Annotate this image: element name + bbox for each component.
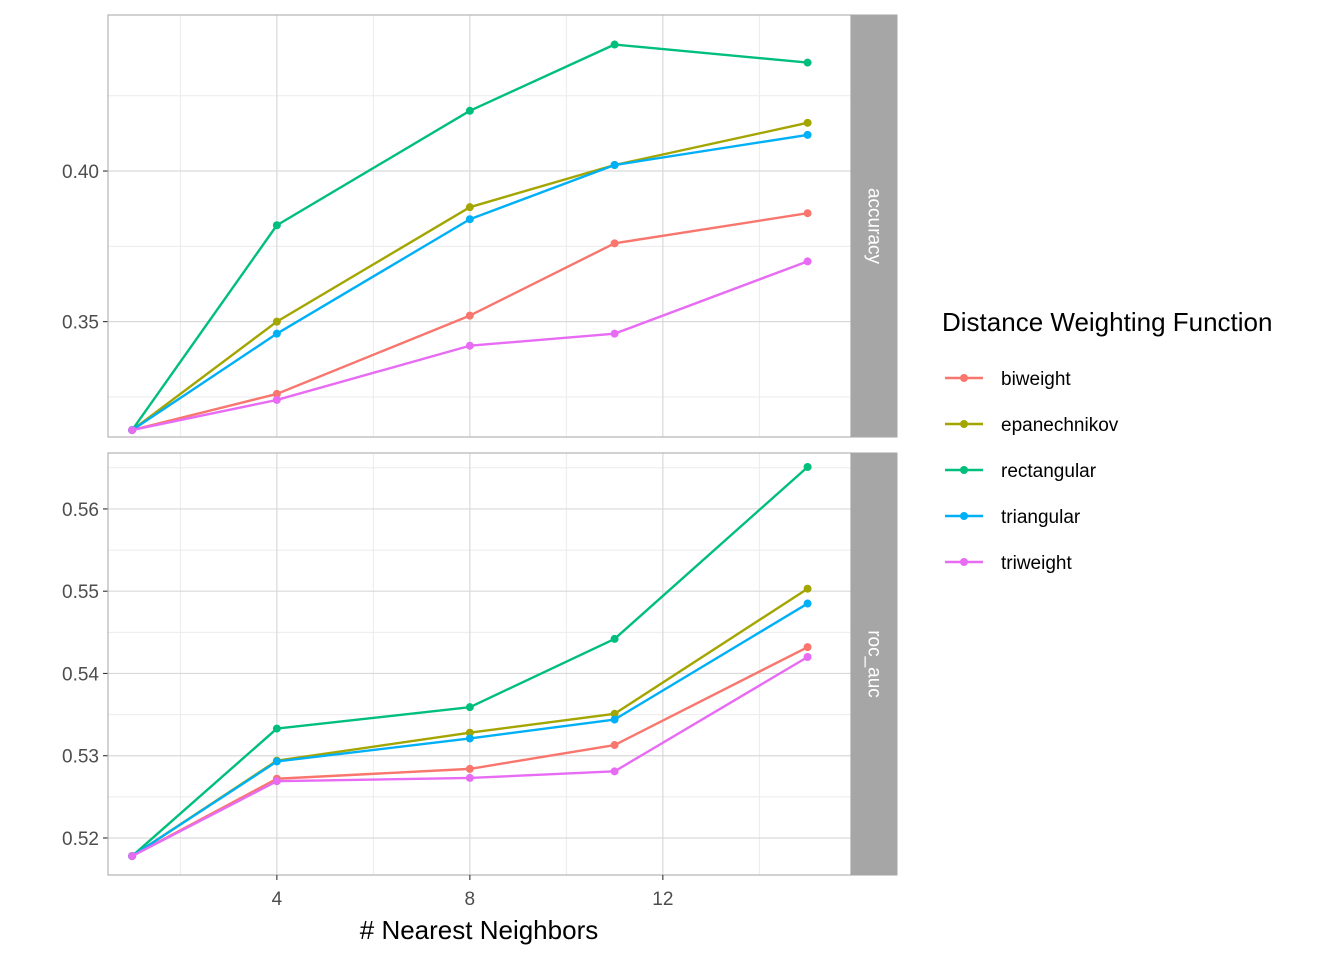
y-tick-label: 0.53: [62, 747, 99, 768]
data-point-triangular: [803, 130, 812, 139]
data-point-epanechnikov: [803, 584, 812, 593]
data-point-rectangular: [610, 40, 619, 49]
data-point-rectangular: [272, 221, 281, 230]
legend-label-triweight: triweight: [1001, 553, 1072, 574]
y-tick-label: 0.40: [62, 162, 99, 183]
x-axis-title: # Nearest Neighbors: [360, 915, 598, 945]
legend-key-point-rectangular: [960, 466, 968, 474]
data-point-biweight: [465, 764, 474, 773]
legend-label-rectangular: rectangular: [1001, 461, 1097, 482]
x-tick-label: 12: [652, 889, 673, 910]
panel-accuracy: 0.35 0.40 accuracy: [62, 14, 898, 438]
data-point-triangular: [610, 161, 619, 170]
legend-label-biweight: biweight: [1001, 369, 1071, 390]
data-point-epanechnikov: [803, 118, 812, 127]
y-tick-label: 0.54: [62, 664, 99, 685]
data-point-triweight: [272, 395, 281, 404]
data-point-rectangular: [803, 58, 812, 67]
data-point-triweight: [128, 852, 137, 861]
data-point-triangular: [465, 215, 474, 224]
data-point-triweight: [610, 329, 619, 338]
data-point-triweight: [128, 426, 137, 435]
data-point-triangular: [803, 599, 812, 608]
legend-title: Distance Weighting Function: [942, 307, 1272, 337]
facet-strip: [850, 14, 898, 438]
x-tick-label: 4: [272, 889, 283, 910]
legend: Distance Weighting Function biweight epan…: [942, 307, 1272, 574]
data-point-epanechnikov: [610, 709, 619, 718]
data-point-biweight: [803, 209, 812, 218]
data-point-biweight: [610, 741, 619, 750]
data-point-epanechnikov: [272, 317, 281, 326]
y-tick-label: 0.52: [62, 829, 99, 850]
data-point-rectangular: [610, 634, 619, 643]
facet-strip-label: accuracy: [864, 188, 885, 265]
data-point-triangular: [272, 757, 281, 766]
data-point-triweight: [272, 777, 281, 786]
data-point-triweight: [465, 341, 474, 350]
data-point-rectangular: [465, 106, 474, 115]
y-tick-label: 0.55: [62, 582, 99, 603]
legend-label-triangular: triangular: [1001, 507, 1081, 528]
data-point-triweight: [803, 653, 812, 662]
data-point-biweight: [610, 239, 619, 248]
data-point-triweight: [465, 773, 474, 782]
data-point-epanechnikov: [465, 203, 474, 212]
data-point-triangular: [610, 715, 619, 724]
data-point-triweight: [803, 257, 812, 266]
legend-key-point-triweight: [960, 558, 968, 566]
panel-roc-auc: 0.52 0.53 0.54 0.55 0.56 roc_auc: [62, 452, 898, 876]
data-point-rectangular: [465, 703, 474, 712]
panel-border: [107, 14, 852, 438]
data-point-rectangular: [272, 724, 281, 733]
facet-strip: [850, 452, 898, 876]
facet-strip-label: roc_auc: [864, 630, 885, 698]
data-point-epanechnikov: [465, 728, 474, 737]
data-point-biweight: [465, 311, 474, 320]
x-axis: 4 8 12: [272, 875, 673, 910]
y-tick-label: 0.35: [62, 313, 99, 334]
data-point-biweight: [803, 643, 812, 652]
data-point-triweight: [610, 767, 619, 776]
data-point-rectangular: [803, 462, 812, 471]
legend-key-point-epanechnikov: [960, 420, 968, 428]
x-tick-label: 8: [465, 889, 476, 910]
data-point-triangular: [465, 734, 474, 743]
legend-key-point-triangular: [960, 512, 968, 520]
legend-key-point-biweight: [960, 374, 968, 382]
legend-label-epanechnikov: epanechnikov: [1001, 415, 1119, 436]
y-tick-label: 0.56: [62, 500, 99, 521]
data-point-triangular: [272, 329, 281, 338]
data-point-biweight: [272, 389, 281, 398]
